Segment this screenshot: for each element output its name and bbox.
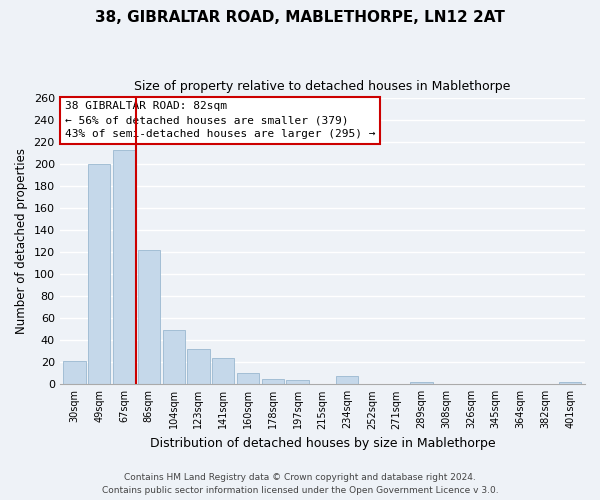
Text: 38, GIBRALTAR ROAD, MABLETHORPE, LN12 2AT: 38, GIBRALTAR ROAD, MABLETHORPE, LN12 2A…	[95, 10, 505, 25]
Bar	[64, 361, 86, 384]
Text: Contains HM Land Registry data © Crown copyright and database right 2024.
Contai: Contains HM Land Registry data © Crown c…	[101, 474, 499, 495]
Bar	[559, 382, 581, 384]
Bar	[113, 150, 135, 384]
Bar	[88, 164, 110, 384]
Bar	[262, 379, 284, 384]
Y-axis label: Number of detached properties: Number of detached properties	[15, 148, 28, 334]
Bar	[286, 380, 309, 384]
Bar	[212, 358, 235, 384]
Bar	[237, 374, 259, 384]
Bar	[410, 382, 433, 384]
X-axis label: Distribution of detached houses by size in Mablethorpe: Distribution of detached houses by size …	[149, 437, 495, 450]
Text: 38 GIBRALTAR ROAD: 82sqm
← 56% of detached houses are smaller (379)
43% of semi-: 38 GIBRALTAR ROAD: 82sqm ← 56% of detach…	[65, 101, 376, 139]
Bar	[336, 376, 358, 384]
Bar	[187, 349, 209, 384]
Bar	[163, 330, 185, 384]
Bar	[138, 250, 160, 384]
Title: Size of property relative to detached houses in Mablethorpe: Size of property relative to detached ho…	[134, 80, 511, 93]
